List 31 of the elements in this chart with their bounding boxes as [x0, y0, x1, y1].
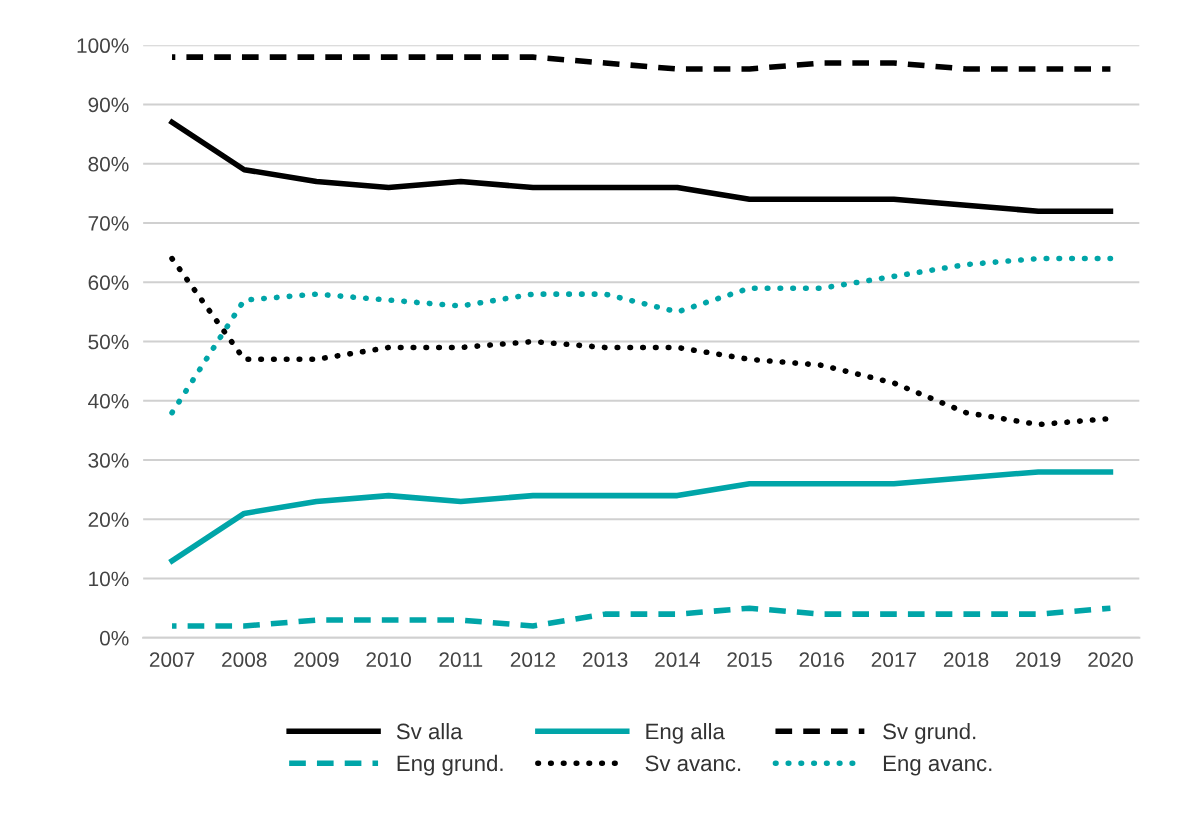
y-tick-label: 80% — [88, 156, 129, 172]
x-tick-label: 2008 — [222, 652, 267, 668]
y-tick-label: 100% — [77, 38, 129, 54]
x-tick-label: 2015 — [727, 652, 772, 668]
y-tick-label: 30% — [88, 453, 129, 468]
x-tick-label: 2009 — [294, 652, 339, 668]
x-tick-label: 2016 — [799, 652, 844, 668]
y-tick-label: 50% — [88, 334, 129, 350]
legend-label: Eng alla — [646, 723, 725, 744]
y-tick-label: 40% — [88, 393, 129, 409]
y-tick-label: 60% — [88, 275, 129, 291]
legend-label: Sv alla — [396, 723, 463, 740]
x-tick-label: 2018 — [943, 652, 989, 668]
x-tick-label: 2012 — [510, 652, 556, 668]
y-tick-label: 90% — [88, 97, 129, 113]
y-tick-label: 20% — [88, 512, 129, 528]
x-tick-label: 2010 — [366, 652, 411, 668]
legend-label: Eng grund. — [397, 754, 503, 776]
x-tick-label: 2007 — [149, 652, 195, 668]
legend-label: Sv avanc. — [645, 755, 741, 772]
y-tick-label: 70% — [88, 216, 129, 231]
legend-label: Sv grund. — [883, 723, 976, 744]
y-tick-label: 0% — [99, 630, 129, 646]
x-tick-label: 2017 — [871, 652, 917, 668]
x-tick-label: 2020 — [1088, 652, 1133, 668]
x-tick-label: 2013 — [583, 652, 628, 668]
x-tick-label: 2014 — [655, 652, 700, 668]
x-tick-label: 2019 — [1016, 652, 1061, 668]
legend-label: Eng avanc. — [883, 755, 992, 776]
y-tick-label: 10% — [89, 571, 129, 587]
x-tick-label: 2011 — [439, 652, 483, 668]
